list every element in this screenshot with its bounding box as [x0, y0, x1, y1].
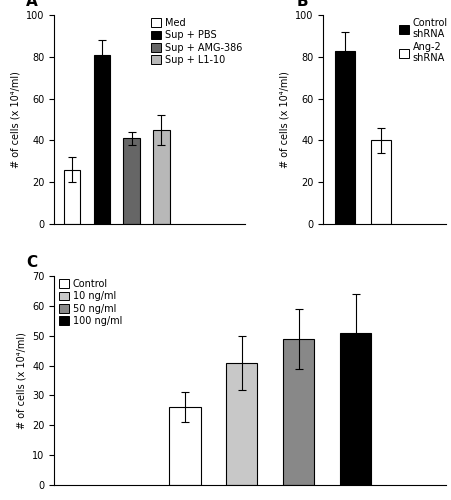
Y-axis label: # of cells (x 10⁴/ml): # of cells (x 10⁴/ml)	[10, 71, 20, 168]
Text: A: A	[26, 0, 37, 8]
Bar	[169, 408, 201, 485]
Bar	[94, 54, 110, 224]
Bar	[153, 130, 170, 224]
Bar	[226, 362, 258, 485]
Bar	[283, 339, 314, 485]
Bar	[64, 170, 80, 224]
Legend: Control, 10 ng/ml, 50 ng/ml, 100 ng/ml: Control, 10 ng/ml, 50 ng/ml, 100 ng/ml	[59, 279, 122, 326]
Text: B: B	[296, 0, 308, 8]
Bar	[340, 333, 371, 485]
Bar	[124, 138, 140, 224]
Y-axis label: # of cells (x 10⁴/ml): # of cells (x 10⁴/ml)	[17, 332, 27, 429]
Bar	[335, 50, 355, 224]
Y-axis label: # of cells (x 10⁴/ml): # of cells (x 10⁴/ml)	[280, 71, 290, 168]
Text: C: C	[27, 255, 38, 270]
Legend: Med, Sup + PBS, Sup + AMG-386, Sup + L1-10: Med, Sup + PBS, Sup + AMG-386, Sup + L1-…	[151, 18, 242, 65]
Bar	[371, 140, 391, 224]
Legend: Control
shRNA, Ang-2
shRNA: Control shRNA, Ang-2 shRNA	[399, 18, 448, 64]
